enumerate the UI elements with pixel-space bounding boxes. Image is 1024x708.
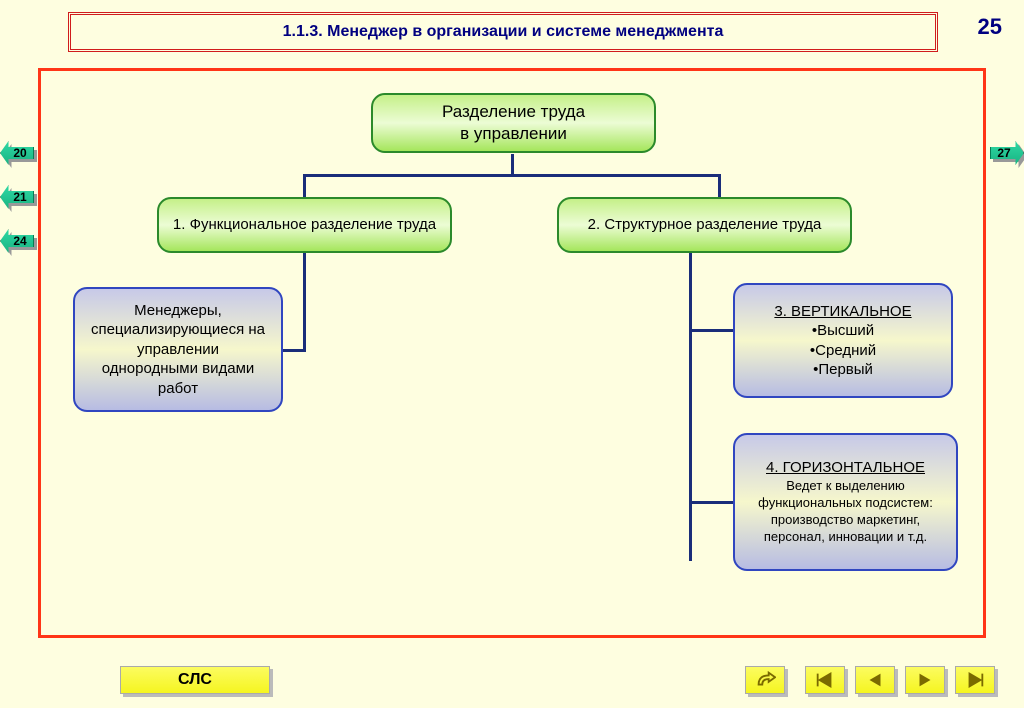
node-leaf3: 3. ВЕРТИКАЛЬНОЕ •Высший •Средний •Первый: [733, 283, 953, 398]
node-body: производство маркетинг, персонал, иннова…: [747, 512, 944, 546]
first-icon: [814, 671, 836, 689]
node-leaf1: Менеджеры, специализирующиеся на управле…: [73, 287, 283, 412]
node-text: 2. Структурное разделение труда: [588, 215, 822, 235]
title-text: 1.1.3. Менеджер в организации и системе …: [283, 23, 724, 41]
diagram-frame: Разделение труда в управлении 1. Функцио…: [38, 68, 986, 638]
next-icon: [914, 671, 936, 689]
node-text: Менеджеры, специализирующиеся на управле…: [87, 301, 269, 399]
connector: [689, 329, 734, 332]
node-text: 1. Функциональное разделение труда: [173, 215, 436, 235]
node-branch2: 2. Структурное разделение труда: [557, 197, 852, 253]
node-root: Разделение труда в управлении: [371, 93, 656, 153]
connector: [689, 501, 734, 504]
connector: [718, 174, 721, 198]
nav-label: 24: [13, 234, 26, 248]
connector: [303, 174, 721, 177]
sls-button[interactable]: СЛС: [120, 666, 270, 694]
last-icon: [964, 671, 986, 689]
connector: [689, 251, 692, 561]
node-item: •Первый: [813, 360, 873, 380]
nav-label: 21: [13, 190, 26, 204]
node-title: 4. ГОРИЗОНТАЛЬНОЕ: [766, 458, 925, 478]
first-button[interactable]: [805, 666, 845, 694]
node-item: •Средний: [810, 341, 876, 361]
prev-icon: [864, 671, 886, 689]
connector: [303, 251, 306, 351]
node-leaf4: 4. ГОРИЗОНТАЛЬНОЕ Ведет к выделению функ…: [733, 433, 958, 571]
return-icon: [754, 671, 776, 689]
title-bar: 1.1.3. Менеджер в организации и системе …: [68, 12, 938, 52]
connector: [511, 154, 514, 174]
node-text: в управлении: [460, 123, 567, 145]
node-subtitle: Ведет к выделению функциональных подсист…: [747, 478, 944, 512]
prev-button[interactable]: [855, 666, 895, 694]
node-item: •Высший: [812, 321, 874, 341]
nav-label: 27: [997, 146, 1010, 160]
sls-label: СЛС: [178, 671, 212, 689]
return-button[interactable]: [745, 666, 785, 694]
connector: [303, 174, 306, 198]
node-branch1: 1. Функциональное разделение труда: [157, 197, 452, 253]
page-number: 25: [978, 14, 1002, 40]
nav-label: 20: [13, 146, 26, 160]
node-text: Разделение труда: [442, 101, 585, 123]
next-button[interactable]: [905, 666, 945, 694]
node-title: 3. ВЕРТИКАЛЬНОЕ: [774, 302, 911, 322]
last-button[interactable]: [955, 666, 995, 694]
